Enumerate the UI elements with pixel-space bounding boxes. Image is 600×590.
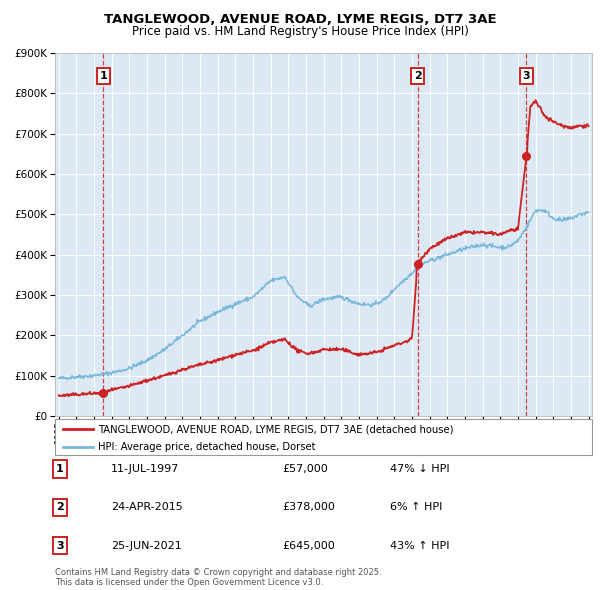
Text: HPI: Average price, detached house, Dorset: HPI: Average price, detached house, Dors… [98,442,316,453]
Text: 3: 3 [523,71,530,81]
Text: 1: 1 [56,464,64,474]
Text: £378,000: £378,000 [282,503,335,512]
Text: 6% ↑ HPI: 6% ↑ HPI [390,503,442,512]
Text: Contains HM Land Registry data © Crown copyright and database right 2025.
This d: Contains HM Land Registry data © Crown c… [55,568,382,587]
Text: 11-JUL-1997: 11-JUL-1997 [111,464,179,474]
Text: £645,000: £645,000 [282,541,335,550]
Text: 2: 2 [413,71,421,81]
Text: Price paid vs. HM Land Registry's House Price Index (HPI): Price paid vs. HM Land Registry's House … [131,25,469,38]
Text: 2: 2 [56,503,64,512]
Text: 1: 1 [100,71,107,81]
Text: TANGLEWOOD, AVENUE ROAD, LYME REGIS, DT7 3AE (detached house): TANGLEWOOD, AVENUE ROAD, LYME REGIS, DT7… [98,424,454,434]
Text: 43% ↑ HPI: 43% ↑ HPI [390,541,449,550]
Text: £57,000: £57,000 [282,464,328,474]
Text: 24-APR-2015: 24-APR-2015 [111,503,183,512]
Text: TANGLEWOOD, AVENUE ROAD, LYME REGIS, DT7 3AE: TANGLEWOOD, AVENUE ROAD, LYME REGIS, DT7… [104,13,496,26]
Text: 25-JUN-2021: 25-JUN-2021 [111,541,182,550]
Text: 3: 3 [56,541,64,550]
Text: 47% ↓ HPI: 47% ↓ HPI [390,464,449,474]
